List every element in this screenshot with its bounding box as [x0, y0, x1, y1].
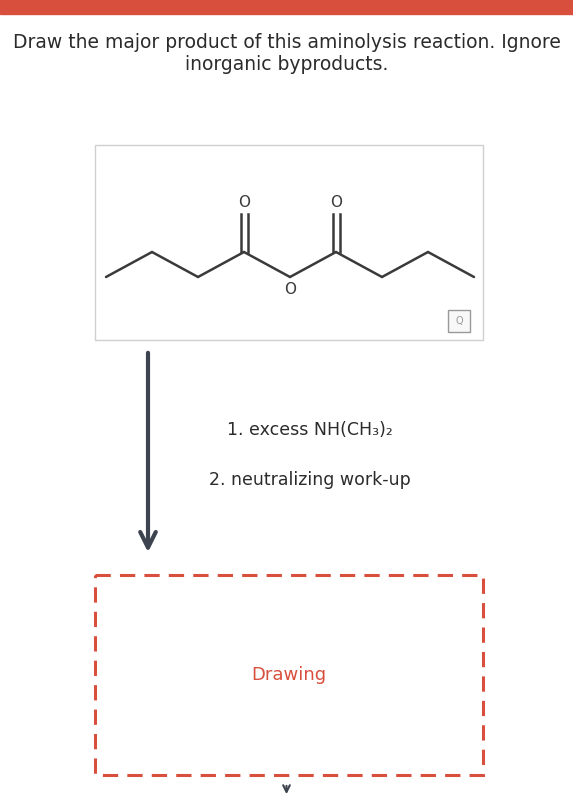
Text: Q: Q — [455, 316, 463, 326]
Text: O: O — [330, 195, 342, 210]
Bar — [448, 310, 470, 332]
Bar — [95, 575, 483, 775]
Text: O: O — [284, 282, 296, 298]
Text: Draw the major product of this aminolysis reaction. Ignore: Draw the major product of this aminolysi… — [13, 33, 560, 51]
Text: Drawing: Drawing — [252, 666, 327, 684]
Bar — [0, 0, 573, 14]
Text: O: O — [238, 195, 250, 210]
Text: inorganic byproducts.: inorganic byproducts. — [185, 55, 388, 75]
Text: 1. excess NH(CH₃)₂: 1. excess NH(CH₃)₂ — [227, 421, 393, 439]
Text: 2. neutralizing work-up: 2. neutralizing work-up — [209, 471, 411, 489]
Bar — [95, 145, 483, 340]
